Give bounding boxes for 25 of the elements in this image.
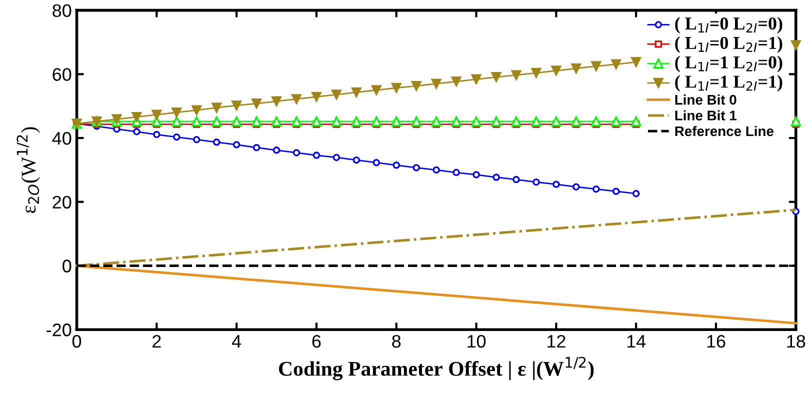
y-tick-label: 80 xyxy=(52,4,72,18)
y-tick-label: 40 xyxy=(52,132,72,145)
legend-label: Line Bit 1 xyxy=(675,110,736,120)
legend-label: Reference Line xyxy=(675,126,774,136)
y-tick-label: 60 xyxy=(52,68,72,81)
y-tick-label: -20 xyxy=(46,324,72,336)
legend-label: ( L$_{1I}$=0 L$_{2I}$=1) xyxy=(675,36,782,53)
x-tick-label: 16 xyxy=(707,334,726,348)
x-tick-label: 0 xyxy=(72,334,82,348)
x-tick-label: 4 xyxy=(232,335,242,348)
legend-label: Line Bit 0 xyxy=(675,94,736,105)
x-tick-label: 6 xyxy=(312,334,321,348)
y-tick-label: 0 xyxy=(62,260,72,272)
x-tick-label: 14 xyxy=(627,335,646,348)
legend-label: ( L$_{1I}$=1 L$_{2I}$=1) xyxy=(675,75,782,92)
legend-label: ( L$_{1I}$=1 L$_{2I}$=0) xyxy=(675,56,782,72)
x-tick-label: 10 xyxy=(468,334,486,348)
x-tick-label: 12 xyxy=(548,334,566,348)
y-tick-label: 20 xyxy=(52,196,72,209)
x-tick-label: 18 xyxy=(787,334,806,348)
x-axis-title: Coding Parameter Offset | ε |(W$^{1/2}$) xyxy=(279,356,594,380)
x-tick-label: 2 xyxy=(152,334,161,348)
y-axis-title: ε$_{2O}$(W$^{1/2}$) xyxy=(16,127,40,213)
legend-label: ( L$_{1I}$=0 L$_{2I}$=0) xyxy=(675,16,782,34)
x-tick-label: 8 xyxy=(392,334,401,348)
